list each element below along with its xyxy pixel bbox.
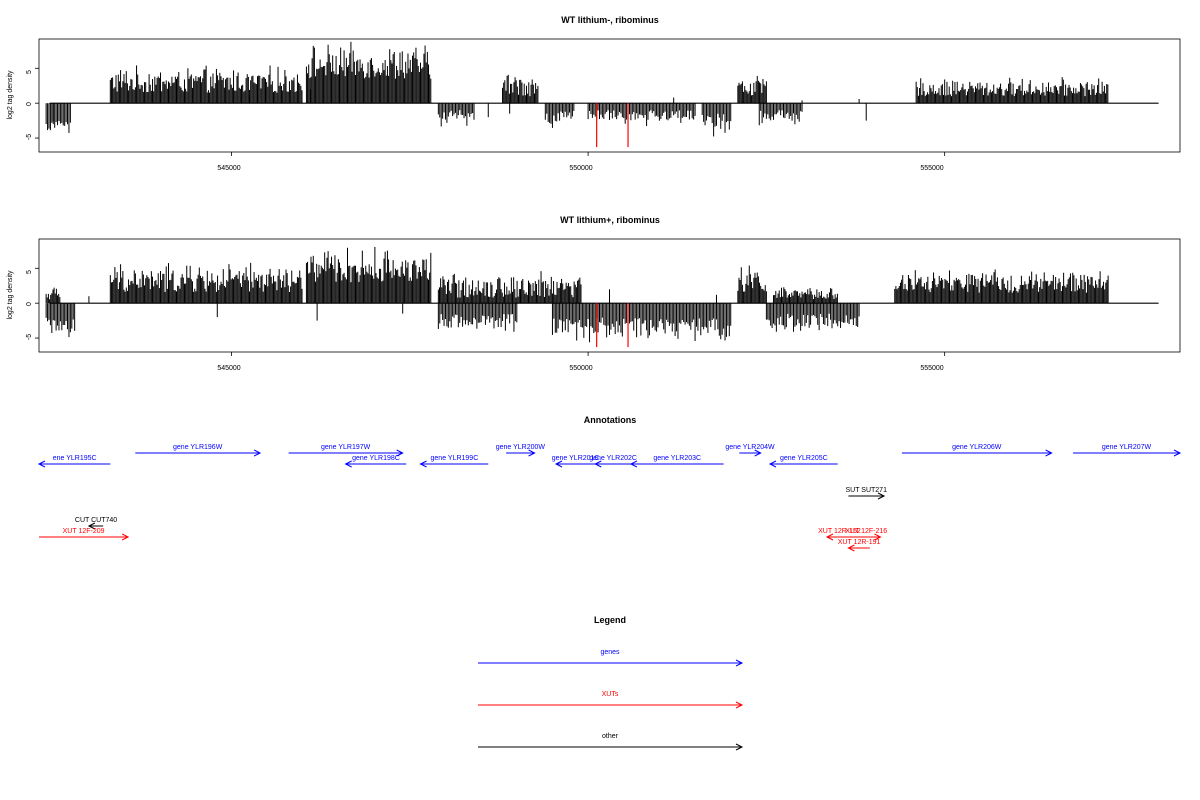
feature-label: XUT 12R-191 — [838, 539, 881, 546]
feature-gene[interactable]: gene YLR202C — [589, 455, 637, 468]
panel-2-ylabel: log2 tag density — [7, 270, 14, 320]
panel-2-xtick-label-1: 550000 — [569, 365, 592, 372]
panel-1-bars — [45, 41, 1109, 148]
feature-label: gene YLR204W — [725, 444, 775, 451]
feature-gene-arrow-arrowhead — [554, 460, 563, 468]
panel-2-ytick-label-0: -5 — [26, 334, 33, 340]
feature-gene-arrow-arrowhead — [253, 449, 262, 457]
feature-label: XUT 12F-209 — [63, 528, 105, 535]
feature-gene[interactable]: gene YLR198C — [344, 455, 407, 468]
feature-label: gene YLR197W — [321, 444, 371, 451]
panel-2-xtick-label-0: 545000 — [217, 365, 240, 372]
panel-2-title: WT lithium+, ribominus — [560, 215, 660, 225]
legend-gene-arrow-arrowhead — [735, 659, 744, 667]
feature-gene[interactable]: gene YLR205C — [768, 455, 838, 468]
annotations-title: Annotations — [584, 415, 637, 425]
feature-label: gene YLR199C — [431, 455, 479, 462]
feature-gene-arrow-arrowhead — [594, 460, 602, 468]
feature-gene[interactable]: gene YLR197W — [288, 444, 404, 457]
legend: Legend genes XUTs other — [478, 615, 744, 751]
panel-2-xtick-label-2: 555000 — [920, 365, 943, 372]
legend-label: XUTs — [602, 691, 619, 698]
feature-gene[interactable]: gene YLR201C — [552, 455, 600, 468]
panel-1-xtick-label-0: 545000 — [217, 165, 240, 172]
feature-label: gene YLR201C — [552, 455, 600, 462]
feature-label: CUT CUT740 — [75, 517, 117, 524]
legend-item-gene: genes — [478, 649, 744, 667]
feature-gene-arrow-arrowhead — [754, 449, 762, 457]
coverage-panel-1: WT lithium-, ribominus log2 tag density … — [7, 15, 1181, 172]
panel-2-ytick-label-2: 5 — [26, 270, 33, 274]
feature-label: gene YLR206W — [952, 444, 1002, 451]
feature-gene-arrow-arrowhead — [1173, 449, 1182, 457]
feature-gene[interactable]: gene YLR206W — [901, 444, 1053, 457]
feature-xut[interactable]: XUT 12R-191 — [838, 539, 881, 552]
feature-gene[interactable]: gene YLR196W — [135, 444, 262, 457]
feature-xut[interactable]: XUT 12F-216 — [845, 528, 887, 541]
feature-label: gene YLR202C — [589, 455, 637, 462]
legend-label: genes — [600, 649, 620, 656]
feature-gene-arrow-arrowhead — [528, 449, 536, 457]
feature-xut-arrow-arrowhead — [847, 544, 855, 552]
feature-gene[interactable]: ene YLR195C — [37, 455, 111, 468]
feature-other[interactable]: CUT CUT740 — [75, 517, 117, 530]
panel-1-ytick-label-0: -5 — [26, 134, 33, 140]
panel-2-bars — [45, 246, 1109, 348]
feature-other-arrow-arrowhead — [87, 522, 96, 530]
feature-gene[interactable]: gene YLR207W — [1073, 444, 1182, 457]
panel-2-frame — [38, 238, 1181, 353]
feature-xut[interactable]: XUT 12R-152 — [818, 528, 861, 541]
panel-1-title: WT lithium-, ribominus — [561, 15, 659, 25]
feature-gene-arrow-arrowhead — [419, 460, 427, 468]
feature-xut-arrow-arrowhead — [874, 533, 882, 541]
feature-label: gene YLR196W — [173, 444, 223, 451]
panel-1-xtick-label-1: 550000 — [569, 165, 592, 172]
feature-xut-arrow-arrowhead — [121, 533, 130, 541]
legend-items: genes XUTs other — [478, 649, 744, 751]
panel-2-ytick-label-1: 0 — [26, 302, 33, 306]
legend-item-xut: XUTs — [478, 691, 744, 709]
panel-1-xtick-label-2: 555000 — [920, 165, 943, 172]
legend-title: Legend — [594, 615, 626, 625]
feature-gene[interactable]: gene YLR199C — [419, 455, 489, 468]
annotation-features: ene YLR195C gene YLR196W gene YLR197W gene … — [37, 444, 1182, 552]
feature-gene-arrow-arrowhead — [768, 460, 777, 468]
feature-gene[interactable]: gene YLR204W — [725, 444, 775, 457]
panel-1-ylabel: log2 tag density — [7, 70, 14, 120]
feature-xut-arrow-arrowhead — [825, 533, 834, 541]
legend-other-arrow-arrowhead — [735, 743, 744, 751]
legend-xut-arrow-arrowhead — [735, 701, 744, 709]
feature-label: XUT 12F-216 — [845, 528, 887, 535]
feature-label: ene YLR195C — [53, 455, 97, 462]
feature-other-arrow-arrowhead — [877, 492, 886, 500]
feature-gene-arrow-arrowhead — [629, 460, 638, 468]
feature-xut[interactable]: XUT 12F-209 — [39, 528, 130, 541]
feature-other[interactable]: SUT SUT271 — [845, 487, 887, 500]
feature-gene-arrow-arrowhead — [344, 460, 352, 468]
feature-label: gene YLR205C — [780, 455, 828, 462]
feature-gene-arrow-arrowhead — [396, 449, 404, 457]
feature-label: gene YLR200W — [496, 444, 546, 451]
panel-1-ytick-label-2: 5 — [26, 70, 33, 74]
panel-1-frame — [38, 38, 1181, 153]
feature-label: XUT 12R-152 — [818, 528, 861, 535]
annotations-track: Annotations ene YLR195C gene YLR196W gene … — [37, 415, 1182, 552]
coverage-panel-2: WT lithium+, ribominus log2 tag density … — [7, 215, 1181, 372]
feature-gene-arrow-arrowhead — [37, 460, 46, 468]
feature-gene-arrow-arrowhead — [1045, 449, 1053, 457]
feature-gene[interactable]: gene YLR200W — [496, 444, 546, 457]
legend-item-other: other — [478, 733, 744, 751]
feature-gene[interactable]: gene YLR203C — [629, 455, 724, 468]
feature-label: SUT SUT271 — [845, 487, 887, 494]
feature-label: gene YLR203C — [653, 455, 701, 462]
legend-label: other — [602, 733, 619, 740]
panel-1-ytick-label-1: 0 — [26, 102, 33, 106]
feature-label: gene YLR207W — [1102, 444, 1152, 451]
feature-label: gene YLR198C — [352, 455, 400, 462]
